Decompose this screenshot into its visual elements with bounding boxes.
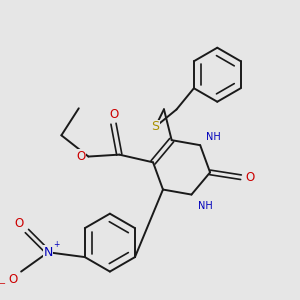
Text: O: O xyxy=(76,150,85,163)
Text: −: − xyxy=(0,279,5,288)
Text: S: S xyxy=(151,120,159,133)
Text: N: N xyxy=(44,246,53,259)
Text: +: + xyxy=(54,240,60,249)
Text: O: O xyxy=(9,273,18,286)
Text: O: O xyxy=(15,217,24,230)
Text: O: O xyxy=(109,108,118,121)
Text: NH: NH xyxy=(198,201,212,211)
Text: NH: NH xyxy=(206,133,221,142)
Text: O: O xyxy=(245,171,254,184)
